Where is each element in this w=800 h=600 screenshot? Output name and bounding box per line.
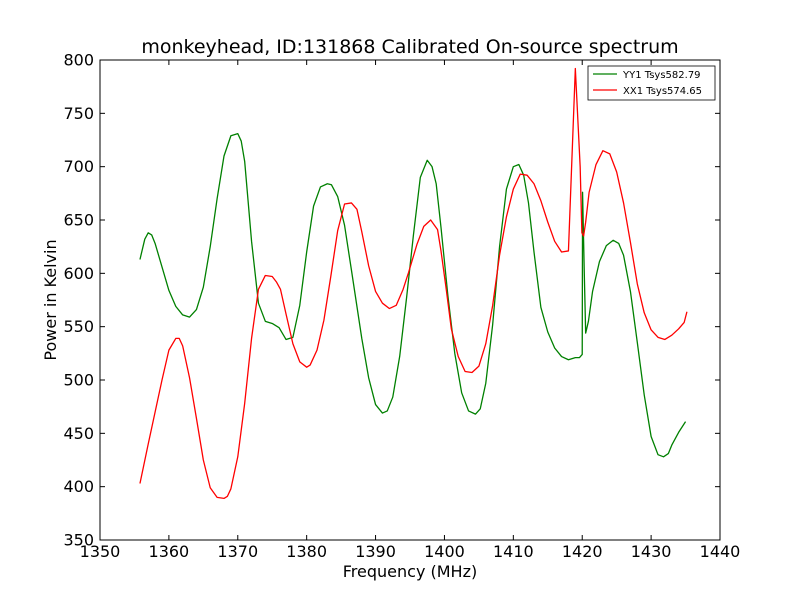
legend-label-xx1: XX1 Tsys574.65 [623,86,702,97]
series-line-1 [139,67,688,500]
y-tick-label: 750 [63,104,94,123]
y-tick-label: 600 [63,264,94,283]
x-tick-label: 1430 [631,542,672,561]
x-tick-label: 1410 [493,542,534,561]
x-tick-label: 1350 [80,542,121,561]
y-tick-label: 350 [63,531,94,550]
x-tick-label: 1370 [217,542,258,561]
x-tick-label: 1380 [286,542,327,561]
y-tick-label: 450 [63,424,94,443]
x-tick-label: 1360 [149,542,190,561]
legend-box [587,65,716,101]
legend-label-yy1: YY1 Tsys582.79 [622,70,701,81]
x-axis-label: Frequency (MHz) [343,562,477,581]
y-axis-label: Power in Kelvin [41,239,60,360]
y-tick-label: 500 [63,371,94,390]
y-tick-label: 400 [63,477,94,496]
x-tick-label: 1390 [355,542,396,561]
y-tick-label: 650 [63,211,94,230]
x-tick-label: 1440 [700,542,741,561]
x-tick-label: 1400 [424,542,465,561]
x-tick-label: 1420 [562,542,603,561]
legend: YY1 Tsys582.79 XX1 Tsys574.65 [587,65,716,101]
y-tick-label: 700 [63,157,94,176]
plot-frame [99,59,721,541]
series-layer [139,67,688,500]
chart-title: monkeyhead, ID:131868 Calibrated On-sour… [141,36,678,58]
y-tick-label: 800 [63,51,94,70]
series-line-0 [139,132,687,458]
y-tick-label: 550 [63,317,94,336]
ticks-layer: 1350 1360 1370 1380 1390 1400 1410 1420 1430 1440… [63,51,740,562]
